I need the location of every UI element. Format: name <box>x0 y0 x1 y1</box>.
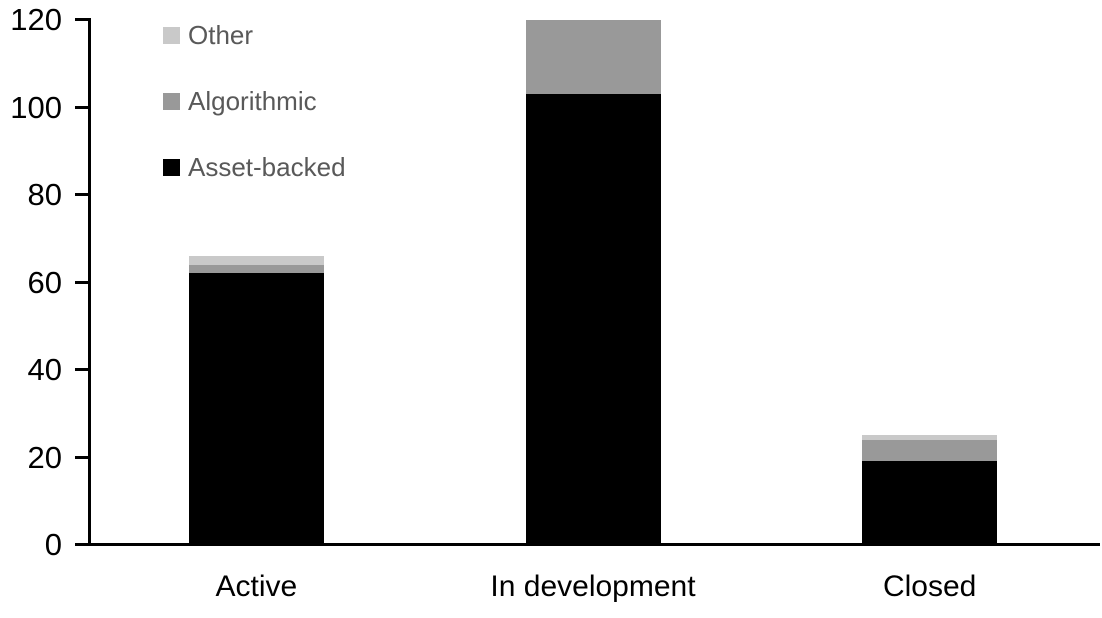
bar-segment-algorithmic <box>188 264 324 274</box>
y-tick-label: 120 <box>10 2 62 37</box>
legend-label: Other <box>188 20 254 50</box>
bar-segment-asset-backed <box>862 461 998 545</box>
bar-segment-algorithmic <box>525 19 661 94</box>
legend-item-algorithmic: Algorithmic <box>163 88 317 114</box>
y-tick-mark <box>75 193 91 196</box>
y-tick-mark <box>75 368 91 371</box>
y-tick-label: 60 <box>27 264 62 300</box>
y-tick-label: 20 <box>27 439 62 475</box>
x-category-label: Active <box>215 570 298 603</box>
x-category-label: In development <box>490 570 696 603</box>
y-tick-label: 40 <box>27 352 62 387</box>
x-category-label: Closed <box>882 570 977 603</box>
legend-swatch-icon <box>163 92 180 110</box>
y-tick-label: 0 <box>44 527 62 562</box>
bar-segment-other <box>862 435 998 440</box>
legend-swatch-icon <box>163 158 180 176</box>
y-tick-label: 80 <box>27 177 62 212</box>
legend-item-other: Other <box>163 22 253 48</box>
y-tick-mark <box>75 280 91 284</box>
bar-segment-asset-backed <box>525 93 661 545</box>
y-tick-mark <box>75 105 91 109</box>
x-axis-line <box>75 543 1100 546</box>
y-tick-mark <box>75 455 91 459</box>
y-tick-label: 100 <box>10 89 62 125</box>
legend-label: Algorithmic <box>188 86 317 116</box>
y-tick-mark <box>75 18 91 21</box>
legend-swatch-icon <box>163 26 180 44</box>
legend-item-asset-backed: Asset-backed <box>163 154 346 180</box>
bar-segment-asset-backed <box>188 273 324 545</box>
legend-label: Asset-backed <box>188 152 346 182</box>
bar-segment-other <box>188 255 324 265</box>
bar-segment-algorithmic <box>862 439 998 462</box>
